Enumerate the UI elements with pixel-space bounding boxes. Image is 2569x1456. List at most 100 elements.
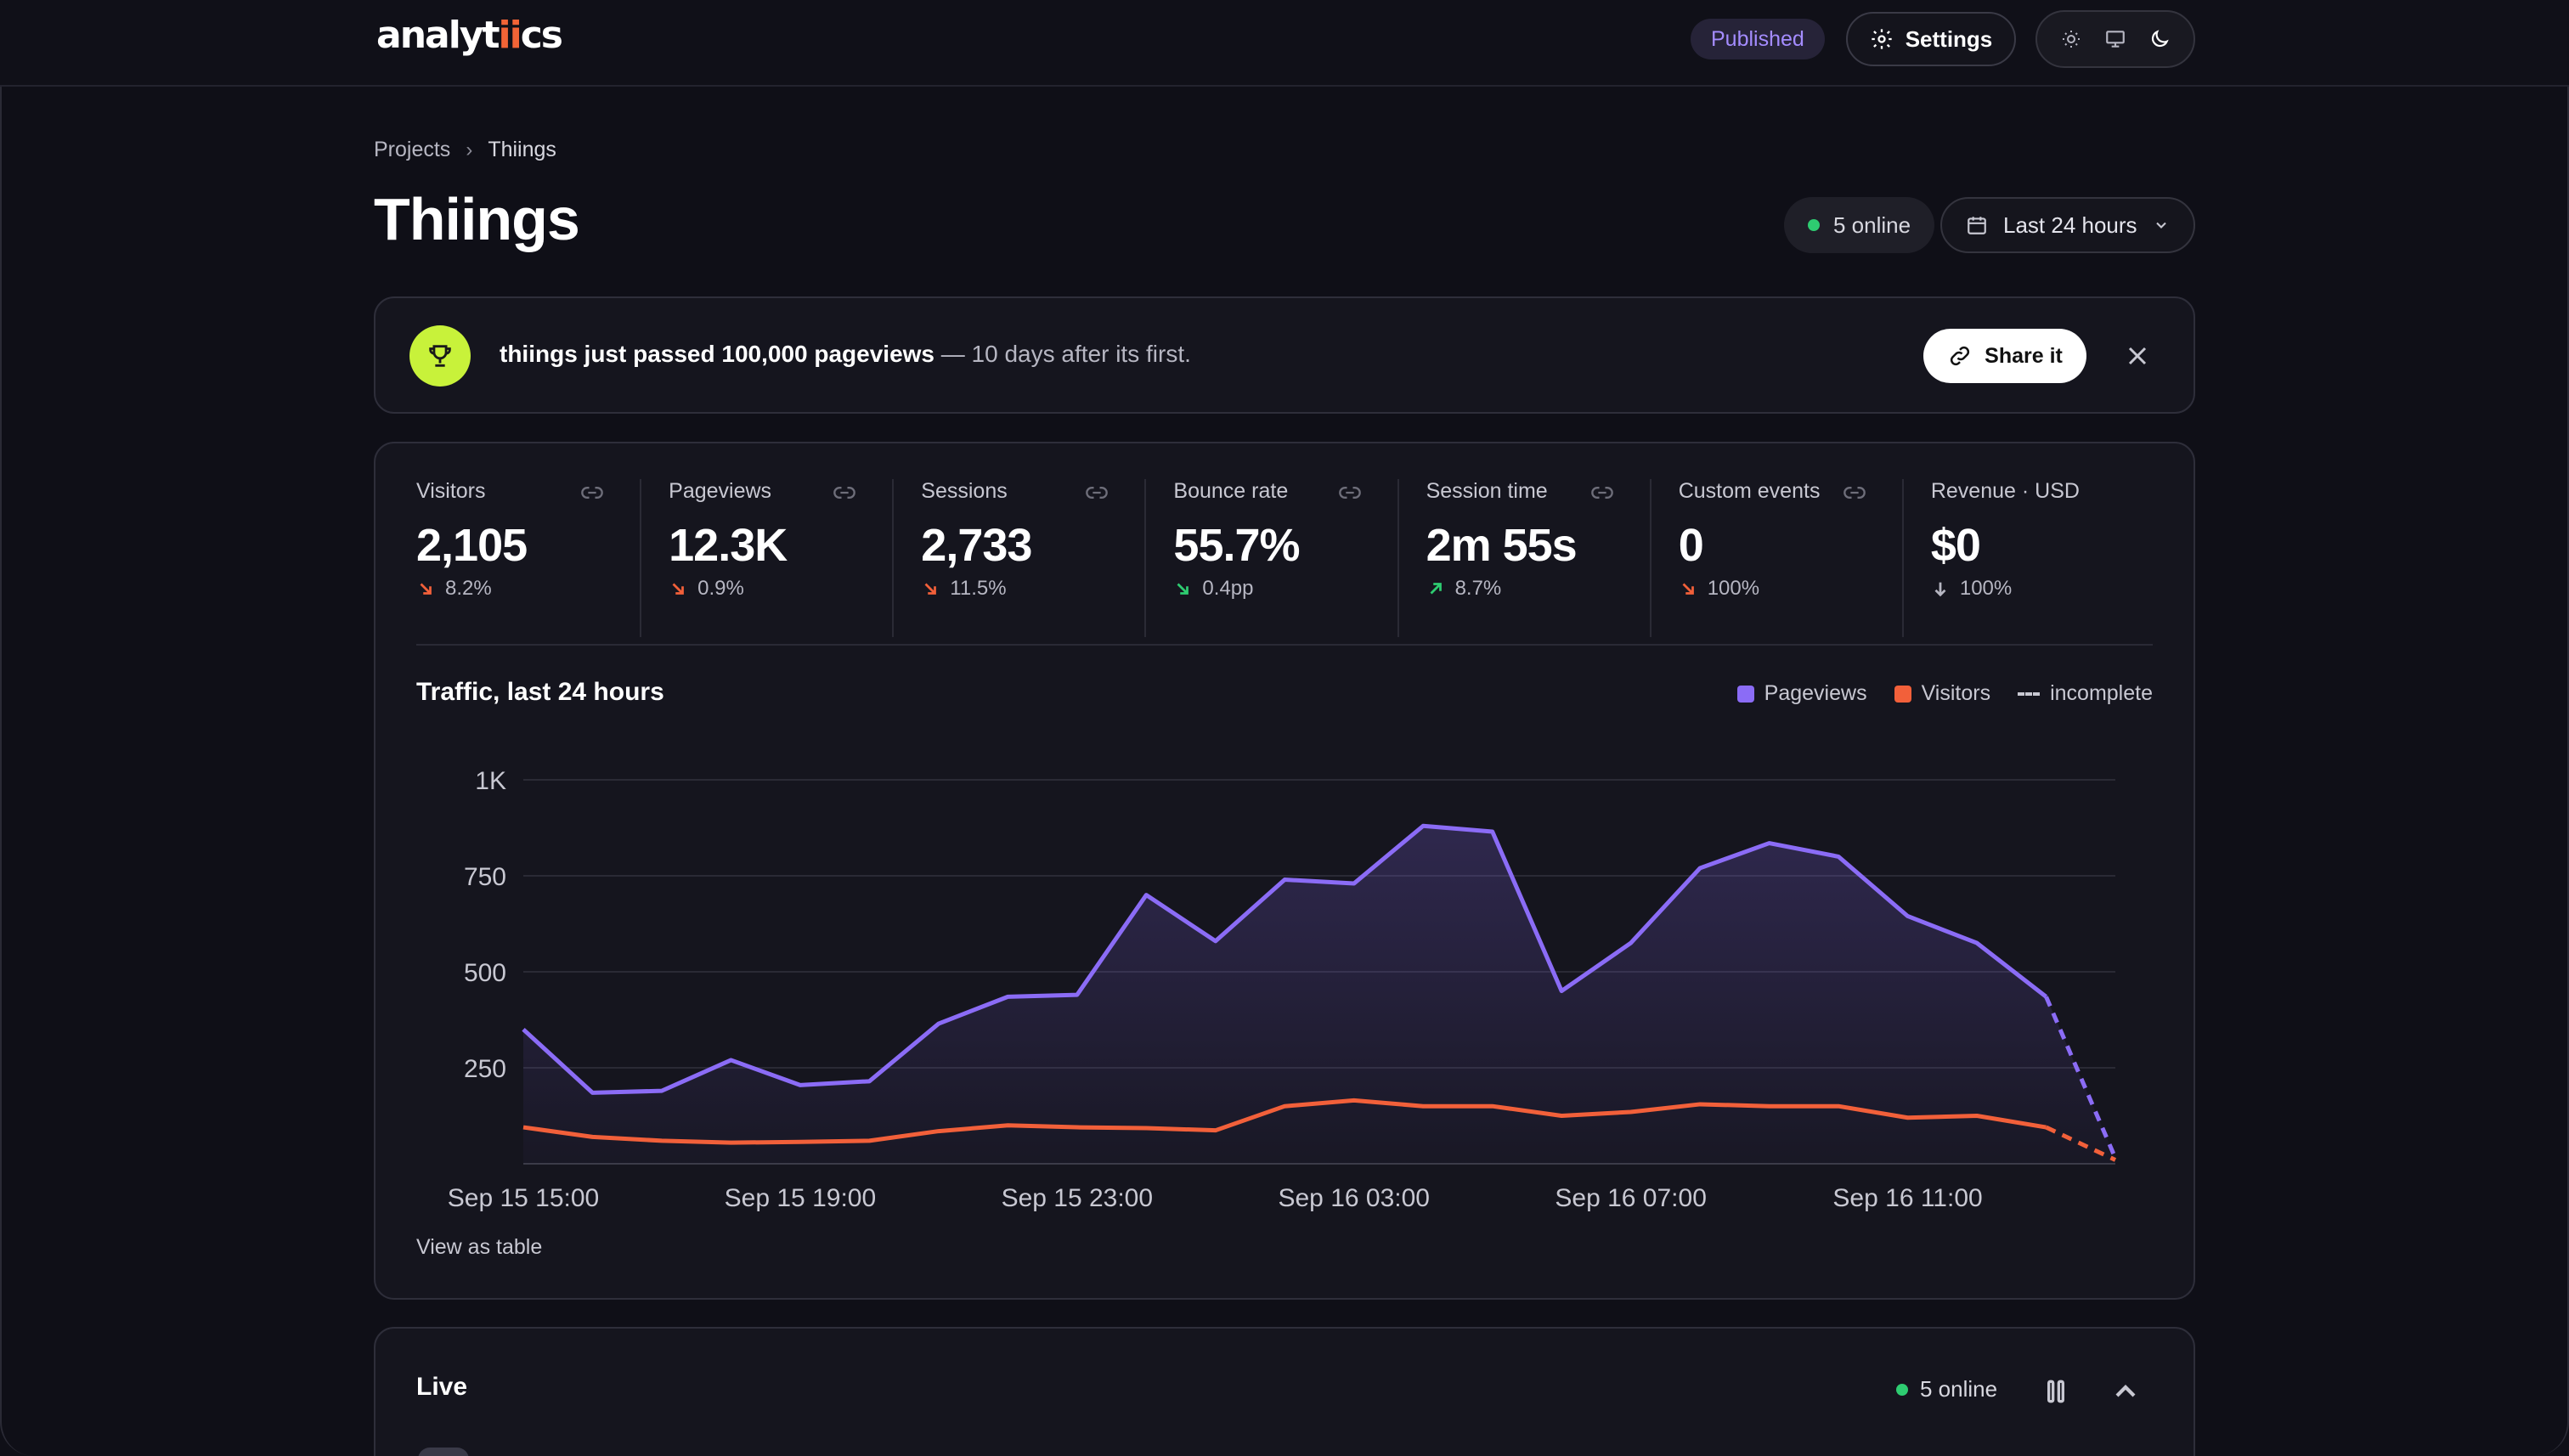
settings-button[interactable]: Settings (1846, 12, 2016, 66)
avatar (418, 1448, 469, 1456)
link-icon[interactable] (1085, 481, 1109, 505)
settings-label: Settings (1905, 25, 1993, 52)
live-online-indicator: 5 online (1896, 1376, 1997, 1402)
date-range-select[interactable]: Last 24 hours (1940, 197, 2195, 253)
date-range-label: Last 24 hours (2003, 212, 2137, 238)
chevron-right-icon: › (466, 138, 473, 161)
gear-icon (1872, 29, 1892, 49)
breadcrumb-projects[interactable]: Projects (374, 138, 451, 161)
view-as-table-link[interactable]: View as table (416, 1235, 543, 1259)
logo-text-end: cs (520, 14, 563, 57)
stat-value: 0 (1678, 520, 1704, 571)
stats-card: Visitors 2,105 8.2% Pageviews 12.3K 0.9% Sessi… (374, 442, 2195, 1300)
online-indicator: 5 online (1784, 197, 1935, 253)
stat-delta: 8.2% (416, 577, 640, 601)
trend-arrow-icon (672, 583, 685, 595)
stat-session-time[interactable]: Session time 2m 55s 8.7% (1397, 479, 1650, 637)
pageviews-swatch (1736, 685, 1754, 703)
trend-arrow-icon (1430, 583, 1442, 595)
divider (416, 644, 2153, 646)
stat-label: Visitors (416, 479, 486, 503)
legend-incomplete: incomplete (2018, 681, 2153, 706)
x-tick-label: Sep 16 03:00 (1278, 1184, 1430, 1212)
page-title: Thiings (374, 186, 580, 252)
stat-bounce-rate[interactable]: Bounce rate 55.7% 0.4pp (1144, 479, 1397, 637)
banner-highlight: thiings just passed 100,000 pageviews (500, 341, 934, 367)
x-tick-label: Sep 16 07:00 (1555, 1184, 1707, 1212)
theme-switcher (2035, 10, 2195, 68)
milestone-banner: thiings just passed 100,000 pageviews — … (374, 296, 2195, 414)
breadcrumb-current: Thiings (488, 138, 556, 161)
stat-delta: 0.9% (669, 577, 892, 601)
x-tick-label: Sep 15 15:00 (448, 1184, 600, 1212)
online-count: 5 online (1833, 212, 1911, 238)
stat-delta: 0.4pp (1173, 577, 1397, 601)
legend-visitors[interactable]: Visitors (1894, 681, 1990, 706)
y-tick-label: 1K (475, 767, 506, 795)
stat-label: Custom events (1678, 479, 1821, 503)
stat-value: $0 (1930, 520, 1981, 571)
stat-delta-value: 100% (1707, 577, 1760, 600)
link-icon[interactable] (833, 481, 856, 505)
banner-rest: — 10 days after its first. (934, 341, 1191, 367)
stat-revenue-usd[interactable]: Revenue · USD $0 100% (1901, 479, 2154, 637)
stat-label: Pageviews (669, 479, 772, 503)
stat-delta: 8.7% (1426, 577, 1650, 601)
pageviews-area (523, 826, 2115, 1164)
link-icon[interactable] (1590, 481, 1614, 505)
live-dot-icon (1896, 1383, 1908, 1396)
stat-delta-value: 8.7% (1454, 577, 1502, 600)
sun-icon (2063, 31, 2080, 48)
stat-value: 2,105 (416, 520, 528, 571)
stat-sessions[interactable]: Sessions 2,733 11.5% (892, 479, 1144, 637)
online-dot-icon (1808, 219, 1820, 231)
link-icon[interactable] (580, 481, 604, 505)
logo-text-start: analyt (376, 14, 500, 57)
stat-delta: 100% (1679, 577, 1902, 601)
legend-pageviews[interactable]: Pageviews (1736, 681, 1867, 706)
legend-pageviews-label: Pageviews (1764, 681, 1867, 705)
trend-arrow-icon (420, 583, 432, 595)
y-tick-label: 750 (464, 863, 506, 891)
close-icon[interactable] (2122, 341, 2153, 371)
theme-light-button[interactable] (2052, 20, 2090, 58)
stat-label: Revenue · USD (1930, 479, 2080, 503)
live-online-count: 5 online (1920, 1376, 1998, 1402)
visitors-swatch (1894, 685, 1911, 703)
pause-icon[interactable] (2039, 1374, 2073, 1408)
trend-arrow-icon (1682, 583, 1694, 595)
theme-system-button[interactable] (2097, 20, 2134, 58)
x-tick-label: Sep 15 19:00 (725, 1184, 877, 1212)
stat-pageviews[interactable]: Pageviews 12.3K 0.9% (640, 479, 892, 637)
link-icon[interactable] (1338, 481, 1362, 505)
stat-delta-value: 100% (1959, 577, 2013, 600)
stat-visitors[interactable]: Visitors 2,105 8.2% (416, 479, 640, 637)
traffic-chart: 250 500 750 1K Sep 15 15:00 Sep 15 19:00 Sep 1… (448, 767, 2118, 1212)
theme-dark-button[interactable] (2141, 20, 2178, 58)
calendar-icon (1968, 217, 1986, 234)
stats-row: Visitors 2,105 8.2% Pageviews 12.3K 0.9% Sessi… (416, 479, 2154, 637)
x-tick-label: Sep 16 11:00 (1832, 1184, 1982, 1212)
stat-value: 12.3K (669, 520, 788, 571)
chevron-down-icon (2155, 222, 2166, 229)
monitor-icon (2106, 31, 2125, 48)
stat-delta-value: 11.5% (950, 577, 1007, 600)
legend-incomplete-label: incomplete (2050, 681, 2153, 705)
stat-custom-events[interactable]: Custom events 0 100% (1649, 479, 1902, 637)
share-label: Share it (1985, 343, 2063, 368)
trend-arrow-icon (924, 583, 937, 595)
logo[interactable]: analytiics (376, 14, 563, 57)
link-icon (1951, 346, 1970, 366)
pageviews-incomplete-line (2044, 996, 2118, 1160)
banner-message: thiings just passed 100,000 pageviews — … (500, 341, 1191, 368)
stat-delta-value: 8.2% (445, 577, 492, 600)
chart-legend: Pageviews Visitors incomplete (1736, 681, 2153, 706)
y-tick-label: 250 (464, 1055, 506, 1083)
link-icon[interactable] (1843, 481, 1866, 505)
chevron-up-icon[interactable] (2109, 1374, 2143, 1408)
stat-label: Bounce rate (1173, 479, 1289, 503)
share-button[interactable]: Share it (1923, 329, 2086, 383)
visitors-incomplete-line (2045, 1125, 2117, 1162)
top-bar: analytiics Published Settings (0, 0, 2569, 87)
published-badge[interactable]: Published (1691, 19, 1825, 59)
